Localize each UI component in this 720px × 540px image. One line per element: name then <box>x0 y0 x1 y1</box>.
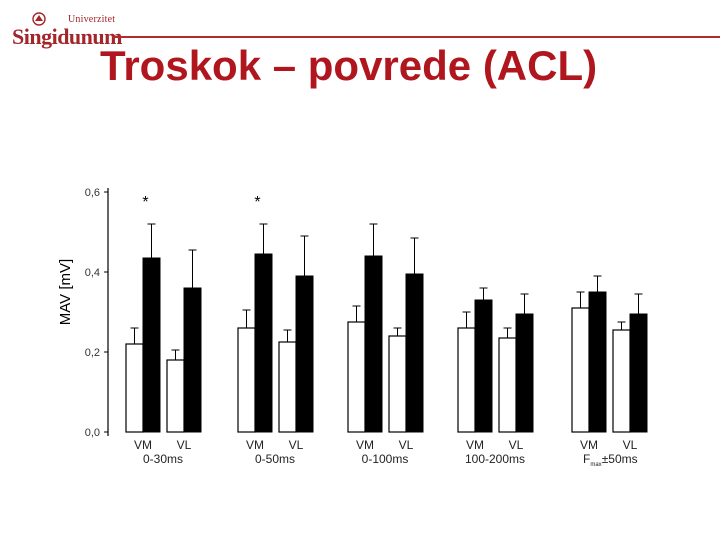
bar-vl-filled <box>405 273 424 433</box>
bar-vl-filled <box>183 287 202 433</box>
bar-vm-open <box>457 327 476 433</box>
bar-vl-open <box>278 341 297 433</box>
bar-vl-filled <box>295 275 314 433</box>
muscle-label: VM <box>466 438 484 452</box>
bar-vm-filled <box>254 253 273 433</box>
muscle-label: VM <box>134 438 152 452</box>
muscle-label: VM <box>356 438 374 452</box>
muscle-label: VM <box>580 438 598 452</box>
y-tick-label: 0,6 <box>85 187 100 199</box>
page-title: Troskok – povrede (ACL) <box>100 42 598 89</box>
group-label: 0-50ms <box>255 452 295 466</box>
bar-vm-filled <box>474 299 493 433</box>
y-tick-label: 0,0 <box>85 427 100 439</box>
logo-university-text: Univerzitet <box>68 14 116 25</box>
y-tick-label: 0,4 <box>85 267 100 279</box>
bar-vl-open <box>612 329 631 433</box>
group-label: 0-30ms <box>143 452 183 466</box>
y-axis-label: MAV [mV] <box>57 259 74 325</box>
bar-vl-filled <box>515 313 534 433</box>
bar-vm-open <box>237 327 256 433</box>
university-seal-icon <box>32 12 46 26</box>
bar-vm-open <box>571 307 590 433</box>
muscle-label: VL <box>289 438 304 452</box>
y-tick-label: 0,2 <box>85 347 100 359</box>
bar-vm-filled <box>364 255 383 433</box>
muscle-label: VL <box>623 438 638 452</box>
header-rule <box>112 36 720 38</box>
muscle-label: VL <box>509 438 524 452</box>
bar-vl-open <box>388 335 407 433</box>
muscle-label: VM <box>246 438 264 452</box>
group-label: 0-100ms <box>362 452 409 466</box>
group-label: 100-200ms <box>465 452 525 466</box>
bar-vl-filled <box>629 313 648 433</box>
muscle-label: VL <box>177 438 192 452</box>
significance-marker: * <box>142 194 148 211</box>
bar-vm-filled <box>588 291 607 433</box>
university-logo: Univerzitet Singidunum <box>10 8 122 49</box>
bar-vl-open <box>498 337 517 433</box>
bar-vm-open <box>125 343 144 433</box>
muscle-label: VL <box>399 438 414 452</box>
bar-vl-open <box>166 359 185 433</box>
group-label: Fmax±50ms <box>583 452 638 468</box>
significance-marker: * <box>254 194 260 211</box>
logo-name: Singidunum <box>12 24 122 49</box>
bar-vm-filled <box>142 257 161 433</box>
bar-vm-open <box>347 321 366 433</box>
